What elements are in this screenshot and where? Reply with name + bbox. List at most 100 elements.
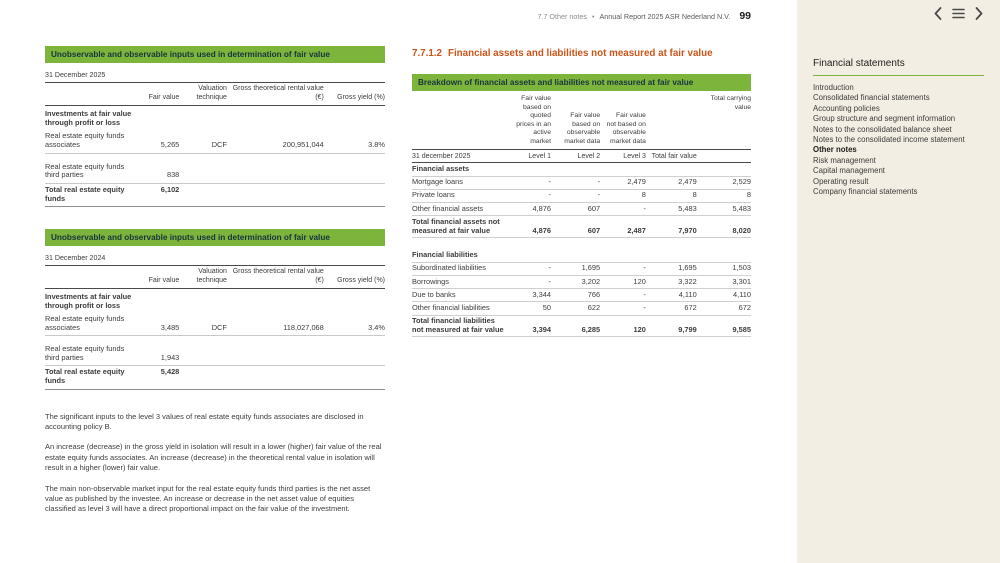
table-row: Borrowings -3,202 120 3,322 3,301 (412, 275, 751, 290)
sidebar-title: Financial statements (813, 58, 984, 76)
row-label: Due to banks (412, 288, 507, 303)
column-header-gross-yield: Gross yield (%) (323, 264, 385, 290)
sidebar-item-other-notes[interactable]: Other notes (813, 145, 857, 155)
sidebar-item-company-financial-statements[interactable]: Company financial statements (813, 187, 918, 197)
description-header-level1: Fair value based on quoted prices in an … (506, 91, 551, 151)
column-header-gross-theoretical-rental-value: Gross theoretical rental value (€) (226, 82, 324, 107)
row-label: Mortgage loans (412, 176, 507, 190)
row-label: Financial liabilities (412, 237, 507, 263)
page-header: 7.7 Other notes • Annual Report 2025 ASR N… (537, 10, 751, 22)
cell-value: 9,799 (645, 315, 697, 338)
cell-value: 607 (550, 215, 601, 239)
sidebar-item-notes-to-the-consolidated-balance-sheet[interactable]: Notes to the consolidated balance sheet (813, 124, 952, 134)
fair-value-inputs-table-2024: Unobservable and observable inputs used … (45, 228, 385, 390)
body-paragraphs: The significant inputs to the level 3 va… (45, 412, 385, 515)
row-label: Total real estate equity funds (45, 183, 137, 207)
navigation-sidebar: Financial statements Introduction Consoli… (797, 0, 1000, 563)
chevron-right-icon[interactable] (975, 7, 983, 20)
sidebar-toolbar (934, 7, 983, 20)
sidebar-item-group-structure-and-segment-information[interactable]: Group structure and segment information (813, 114, 956, 124)
cell-value: - (550, 189, 601, 203)
row-label: Other financial liabilities (412, 301, 507, 316)
table-title-bar: Breakdown of financial assets and liabil… (412, 74, 751, 92)
sidebar-item-capital-management[interactable]: Capital management (813, 166, 885, 176)
section-number: 7.7.1.2 (412, 48, 442, 59)
row-label: Other financial assets (412, 202, 507, 217)
table-row: Financial liabilities (412, 237, 751, 263)
table-row: Due to banks 3,344 766-4,110 4,110 (412, 288, 751, 303)
cell-value (645, 237, 697, 263)
cell-value (323, 183, 385, 207)
cell-value: DCF (179, 313, 227, 337)
sidebar-item-notes-to-the-consolidated-income-statement[interactable]: Notes to the consolidated income stateme… (813, 135, 965, 145)
description-header-spacer (645, 91, 697, 151)
cell-value: 2,479 (600, 176, 646, 190)
cell-value: 3,485 (136, 313, 180, 337)
row-label: Real estate equity funds associates (45, 130, 137, 154)
cell-value (179, 106, 227, 131)
paragraph-significant-inputs: The significant inputs to the level 3 va… (45, 411, 364, 432)
table-description-header-row: Fair value based on quoted prices in an … (412, 91, 751, 151)
cell-value (227, 106, 324, 131)
sidebar-item-consolidated-financial-statements[interactable]: Consolidated financial statements (813, 93, 930, 103)
column-header-valuation-technique: Valuation technique (179, 82, 227, 107)
cell-value (226, 365, 324, 390)
cell-value: 622 (550, 301, 601, 316)
cell-value: 2,487 (600, 215, 646, 239)
row-label: Real estate equity funds third parties (45, 335, 137, 367)
paragraph-gross-yield-sensitivity: An increase (decrease) in the gross yiel… (45, 442, 382, 473)
level-header-empty (696, 149, 751, 164)
table-row: Real estate equity funds third parties 83… (45, 153, 385, 184)
header-section-label: 7.7 Other notes (537, 12, 587, 21)
cell-value (550, 237, 601, 263)
cell-value: 4,110 (696, 288, 751, 303)
cell-value: 4,876 (506, 202, 551, 217)
cell-value: 3,344 (506, 288, 551, 303)
chevron-left-icon[interactable] (934, 7, 942, 20)
column-header-row: Fair value Valuation technique Gross the… (45, 82, 385, 107)
cell-value (323, 153, 385, 184)
cell-value (506, 162, 551, 177)
cell-value: 3.8% (323, 130, 385, 154)
table-row: Private loans - -8 8 8 (412, 189, 751, 203)
menu-icon[interactable] (952, 8, 965, 19)
cell-value: 50 (506, 301, 551, 316)
table-row: Subordinated liabilities -1,695-1,695 1,50… (412, 262, 751, 276)
row-label: Total real estate equity funds (45, 365, 137, 390)
sidebar-item-introduction[interactable]: Introduction (813, 83, 854, 92)
level-3-header: Level 3 (600, 149, 646, 164)
cell-value: 6,285 (550, 315, 601, 338)
table-row: Investments at fair value through profit… (45, 289, 385, 314)
cell-value: 1,503 (696, 262, 751, 276)
breakdown-table: Breakdown of financial assets and liabil… (412, 74, 751, 338)
cell-value (600, 162, 646, 177)
cell-value: 7,970 (645, 215, 697, 239)
column-header-gross-yield: Gross yield (%) (323, 82, 385, 107)
description-header-empty (412, 91, 507, 151)
cell-value: 3,394 (506, 315, 551, 338)
fair-value-inputs-table-2025: Unobservable and observable inputs used … (45, 46, 385, 207)
sidebar-item-operating-result[interactable]: Operating result (813, 176, 869, 186)
cell-value (696, 162, 751, 177)
cell-value: - (506, 189, 551, 203)
sidebar-content: Financial statements Introduction Consoli… (797, 0, 1000, 197)
section-title: Financial assets and liabilities not mea… (447, 48, 713, 59)
cell-value (226, 183, 324, 207)
paragraph-net-asset-value: The main non-observable market input for… (45, 483, 371, 514)
sidebar-item-accounting-policies[interactable]: Accounting policies (813, 103, 880, 113)
main-column: 7.7.1.2 Financial assets and liabilities … (412, 46, 751, 338)
header-report-title: Annual Report 2025 ASR Nederland N.V. (599, 12, 731, 21)
cell-value (226, 153, 324, 184)
row-label: Investments at fair value through profit… (45, 292, 132, 310)
table-row: Financial assets (412, 162, 751, 177)
cell-value (550, 162, 601, 177)
cell-value: 5,483 (645, 202, 697, 217)
row-label: Total financial liabilities not measured… (412, 315, 507, 338)
row-label: Total financial assets not measured at f… (412, 215, 507, 239)
column-header-row: Fair value Valuation technique Gross the… (45, 264, 385, 290)
cell-value: - (506, 275, 551, 290)
cell-value: 3,202 (550, 275, 601, 290)
level-1-header: Level 1 (506, 149, 551, 164)
sidebar-item-risk-management[interactable]: Risk management (813, 155, 876, 165)
description-header-level2: Fair value based on observable market da… (550, 91, 601, 151)
